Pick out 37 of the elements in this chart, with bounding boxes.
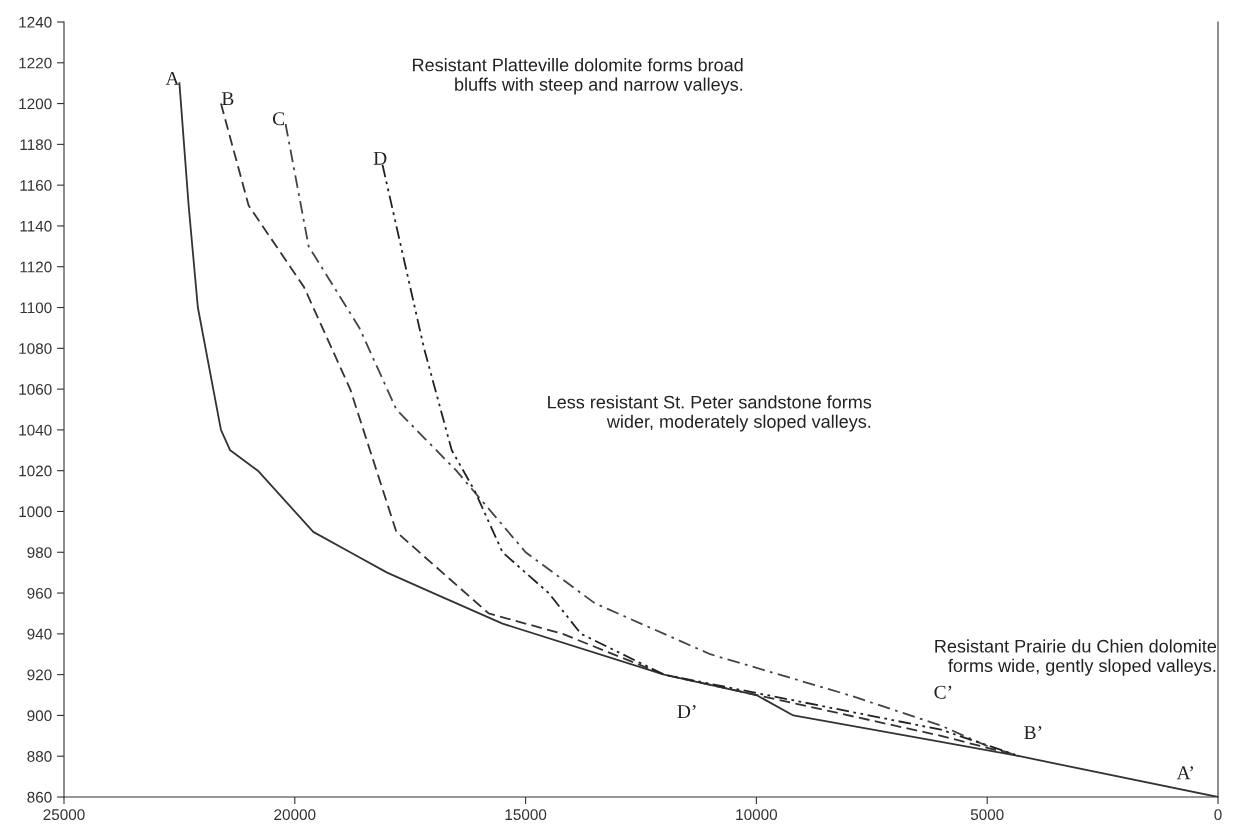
y-tick-label: 1180 (20, 139, 52, 151)
x-tick-label: 5000 (970, 809, 1004, 821)
annotation: C’ (934, 685, 952, 699)
y-tick-label: 1120 (20, 261, 52, 273)
x-tick-label: 10000 (736, 809, 778, 821)
annotation: B (221, 92, 234, 106)
y-tick-label: 880 (27, 751, 52, 762)
x-tick-label: 15000 (505, 809, 547, 821)
y-tick-label: 1080 (19, 343, 52, 354)
annotation: D’ (677, 705, 696, 719)
annotation: Resistant Prairie du Chien dolomite forms wide, gently sloped valleys. (935, 639, 1217, 676)
y-tick-label: 1040 (19, 424, 52, 436)
y-tick-label: 920 (27, 669, 52, 681)
y-tick-label: 1100 (20, 302, 52, 314)
annotation: A (165, 71, 180, 85)
annotation: B’ (1024, 725, 1042, 739)
y-tick-label: 980 (27, 547, 52, 558)
y-tick-label: 1140 (20, 220, 52, 232)
y-tick-label: 860 (27, 791, 52, 803)
y-tick-label: 1020 (19, 465, 52, 477)
y-tick-label: 940 (27, 628, 52, 640)
y-tick-label: 1000 (19, 506, 52, 518)
annotation: A’ (1176, 766, 1193, 780)
y-tick-label: 1060 (19, 383, 52, 395)
y-tick-label: 1220 (19, 57, 52, 69)
y-tick-label: 960 (27, 587, 52, 599)
y-tick-label: 1160 (20, 180, 52, 191)
y-tick-label: 1240 (19, 16, 52, 28)
annotation: Resistant Platteville dolomite forms broad bluffs with steep and narrow valleys. (413, 58, 743, 95)
x-tick-label: 0 (1214, 809, 1222, 821)
y-tick-label: 900 (27, 710, 52, 722)
x-tick-label: 20000 (274, 809, 316, 821)
annotation: C (272, 112, 285, 126)
y-tick-label: 1200 (19, 98, 52, 110)
x-tick-label: 25000 (43, 809, 85, 821)
annotation: D (373, 151, 387, 165)
annotation: Less resistant St. Peter sandstone forms wider, moderately sloped valleys. (548, 395, 872, 432)
